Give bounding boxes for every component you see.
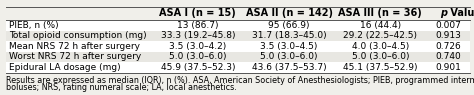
- Text: Value: Value: [447, 8, 474, 19]
- Text: 33.3 (19.2–45.8): 33.3 (19.2–45.8): [161, 31, 235, 40]
- Text: 13 (86.7): 13 (86.7): [177, 21, 219, 30]
- Text: 5.0 (3.0–6.0): 5.0 (3.0–6.0): [352, 52, 409, 61]
- Text: Total opioid consumption (mg): Total opioid consumption (mg): [9, 31, 146, 40]
- Text: 5.0 (3.0–6.0): 5.0 (3.0–6.0): [260, 52, 318, 61]
- Text: Results are expressed as median (IQR), n (%). ASA, American Society of Anesthesi: Results are expressed as median (IQR), n…: [6, 76, 474, 85]
- Text: 5.0 (3.0–6.0): 5.0 (3.0–6.0): [169, 52, 227, 61]
- Text: 0.740: 0.740: [435, 52, 461, 61]
- Text: 29.2 (22.5–42.5): 29.2 (22.5–42.5): [343, 31, 417, 40]
- Text: boluses; NRS, rating numeral scale; LA, local anesthetics.: boluses; NRS, rating numeral scale; LA, …: [6, 84, 237, 93]
- Text: 31.7 (18.3–45.0): 31.7 (18.3–45.0): [252, 31, 326, 40]
- Text: Mean NRS 72 h after surgery: Mean NRS 72 h after surgery: [9, 42, 140, 51]
- Text: ASA I (n = 15): ASA I (n = 15): [159, 8, 236, 19]
- Text: PIEB, n (%): PIEB, n (%): [9, 21, 59, 30]
- Text: 0.726: 0.726: [435, 42, 461, 51]
- Text: 4.0 (3.0–4.5): 4.0 (3.0–4.5): [352, 42, 409, 51]
- Bar: [6, 41, 470, 51]
- Text: p: p: [440, 8, 447, 19]
- Text: 45.1 (37.5–52.9): 45.1 (37.5–52.9): [343, 63, 418, 72]
- Bar: [6, 51, 470, 62]
- Text: 3.5 (3.0–4.2): 3.5 (3.0–4.2): [169, 42, 227, 51]
- Text: 0.007: 0.007: [435, 21, 461, 30]
- Text: 0.913: 0.913: [435, 31, 461, 40]
- Text: 3.5 (3.0–4.5): 3.5 (3.0–4.5): [260, 42, 318, 51]
- Text: 43.6 (37.5–53.7): 43.6 (37.5–53.7): [252, 63, 326, 72]
- Bar: [6, 62, 470, 72]
- Text: 95 (66.9): 95 (66.9): [268, 21, 310, 30]
- Text: Worst NRS 72 h after surgery: Worst NRS 72 h after surgery: [9, 52, 141, 61]
- Text: 0.901: 0.901: [435, 63, 461, 72]
- Text: 16 (44.4): 16 (44.4): [360, 21, 401, 30]
- Bar: [6, 20, 470, 30]
- Text: 45.9 (37.5–52.3): 45.9 (37.5–52.3): [161, 63, 235, 72]
- Bar: [6, 30, 470, 41]
- Text: Epidural LA dosage (mg): Epidural LA dosage (mg): [9, 63, 120, 72]
- Text: ASA III (n = 36): ASA III (n = 36): [338, 8, 422, 19]
- Text: ASA II (n = 142): ASA II (n = 142): [246, 8, 333, 19]
